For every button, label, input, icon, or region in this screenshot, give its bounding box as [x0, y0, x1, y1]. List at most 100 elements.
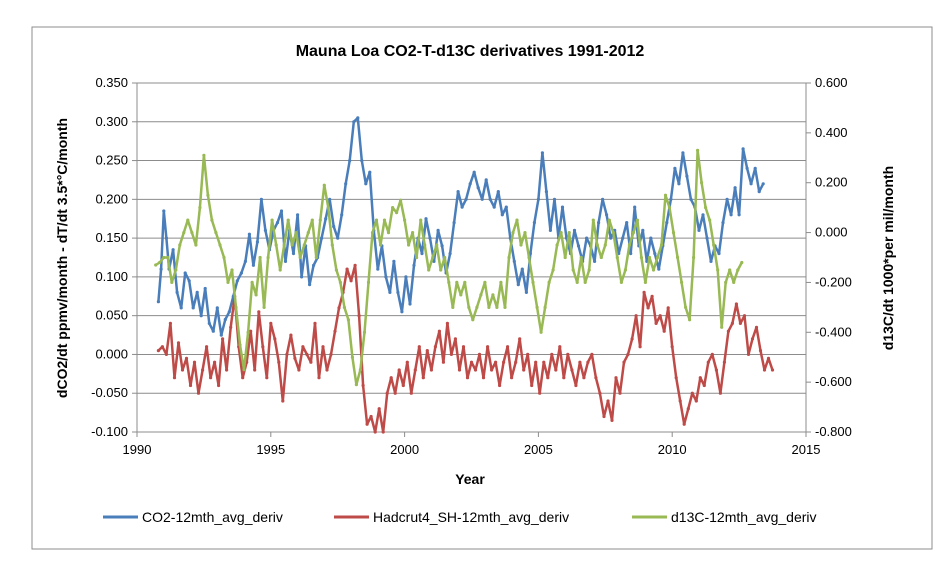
data-point-2-29: [270, 218, 274, 222]
data-point-0-60: [392, 259, 396, 263]
data-point-0-13: [203, 286, 207, 291]
data-point-1-98: [550, 352, 554, 356]
data-point-2-36: [298, 255, 302, 260]
data-point-0-68: [424, 217, 428, 221]
data-point-1-69: [433, 345, 437, 349]
data-point-0-141: [717, 252, 721, 256]
data-point-2-28: [266, 255, 270, 260]
data-point-2-59: [391, 206, 395, 210]
data-point-0-18: [223, 317, 227, 322]
y-left-tick-label-6: 0.200: [95, 191, 128, 206]
data-point-1-84: [494, 360, 498, 364]
data-point-0-78: [464, 197, 468, 201]
data-point-2-132: [684, 305, 688, 309]
data-point-1-39: [313, 321, 317, 325]
data-point-2-46: [338, 280, 342, 284]
data-point-1-15: [217, 383, 221, 388]
data-point-2-38: [306, 231, 310, 235]
data-point-0-21: [235, 279, 239, 283]
data-point-2-24: [250, 280, 254, 284]
data-point-0-71: [436, 228, 440, 232]
data-point-1-127: [666, 306, 670, 310]
data-point-0-69: [428, 236, 432, 240]
data-point-1-56: [381, 430, 385, 434]
data-point-0-136: [697, 228, 701, 232]
data-point-2-103: [567, 231, 571, 235]
data-point-0-90: [512, 259, 516, 263]
data-point-1-52: [365, 422, 369, 426]
data-point-1-106: [582, 376, 586, 380]
data-point-2-2: [162, 255, 166, 260]
data-point-0-81: [476, 186, 480, 190]
data-point-2-90: [515, 218, 519, 222]
data-point-2-75: [455, 280, 459, 284]
data-point-2-125: [655, 255, 660, 260]
data-point-0-53: [364, 182, 368, 186]
data-point-1-124: [654, 321, 658, 325]
data-point-2-7: [182, 231, 186, 235]
data-point-0-39: [308, 283, 312, 287]
data-point-0-72: [440, 244, 444, 248]
data-point-1-103: [570, 368, 574, 372]
data-point-1-136: [702, 383, 706, 388]
data-point-2-52: [362, 330, 367, 334]
data-point-2-94: [531, 280, 535, 284]
data-point-0-22: [239, 271, 243, 275]
data-point-0-129: [669, 197, 673, 201]
data-point-2-44: [330, 243, 334, 247]
data-point-1-35: [297, 368, 301, 372]
data-point-1-137: [706, 360, 710, 364]
y-right-tick-label-5: 0.200: [815, 175, 848, 190]
data-point-2-81: [479, 293, 483, 297]
data-point-2-73: [447, 280, 451, 284]
data-point-2-88: [507, 255, 511, 260]
legend: CO2-12mth_avg_deriv Hadcrut4_SH-12mth_av…: [103, 509, 817, 525]
data-point-2-146: [740, 260, 744, 265]
data-point-1-37: [305, 352, 309, 356]
data-point-0-14: [207, 321, 211, 325]
data-point-0-147: [741, 147, 745, 151]
axes: -0.100 -0.050 0.000 0.050 0.100 0.150 0.200 0.2…: [91, 75, 852, 457]
data-point-2-40: [314, 255, 318, 260]
data-point-0-2: [162, 209, 166, 213]
data-point-2-124: [651, 268, 656, 272]
data-point-2-56: [378, 243, 383, 247]
data-point-2-145: [736, 268, 740, 272]
y-left-tick-label-9: 0.350: [95, 75, 128, 90]
data-point-0-150: [753, 166, 757, 170]
data-point-1-57: [385, 391, 389, 395]
y-axis-left-label: dCO2/dt ppmv/month - dT/dt 3.5*°C/month: [54, 118, 70, 398]
series-points-2: [154, 148, 744, 387]
data-point-1-3: [168, 321, 172, 325]
data-point-2-34: [290, 243, 294, 247]
data-point-0-148: [745, 166, 749, 170]
data-point-1-129: [674, 376, 678, 380]
data-point-2-55: [374, 218, 379, 222]
data-point-2-60: [395, 211, 399, 215]
data-point-1-145: [738, 321, 743, 325]
data-point-1-38: [309, 360, 313, 364]
data-point-1-54: [373, 430, 377, 434]
data-point-2-49: [350, 355, 354, 359]
data-point-1-40: [317, 376, 321, 380]
data-point-1-6: [180, 368, 185, 372]
data-point-0-44: [328, 197, 332, 201]
data-point-2-111: [599, 255, 603, 260]
data-point-0-35: [291, 252, 296, 256]
data-point-2-43: [326, 206, 330, 210]
data-point-1-116: [622, 360, 626, 364]
data-point-1-139: [714, 368, 719, 372]
data-point-0-114: [609, 236, 613, 240]
data-point-0-95: [532, 221, 537, 225]
data-point-0-76: [456, 190, 460, 194]
data-point-2-57: [382, 218, 387, 222]
data-point-0-7: [179, 306, 183, 310]
data-point-2-97: [543, 305, 547, 309]
data-point-0-146: [737, 213, 741, 217]
data-point-1-105: [578, 360, 582, 364]
x-tick-label-5: 2015: [792, 442, 821, 457]
data-point-2-99: [551, 268, 555, 272]
data-point-0-86: [496, 190, 500, 194]
data-point-0-31: [275, 221, 280, 225]
